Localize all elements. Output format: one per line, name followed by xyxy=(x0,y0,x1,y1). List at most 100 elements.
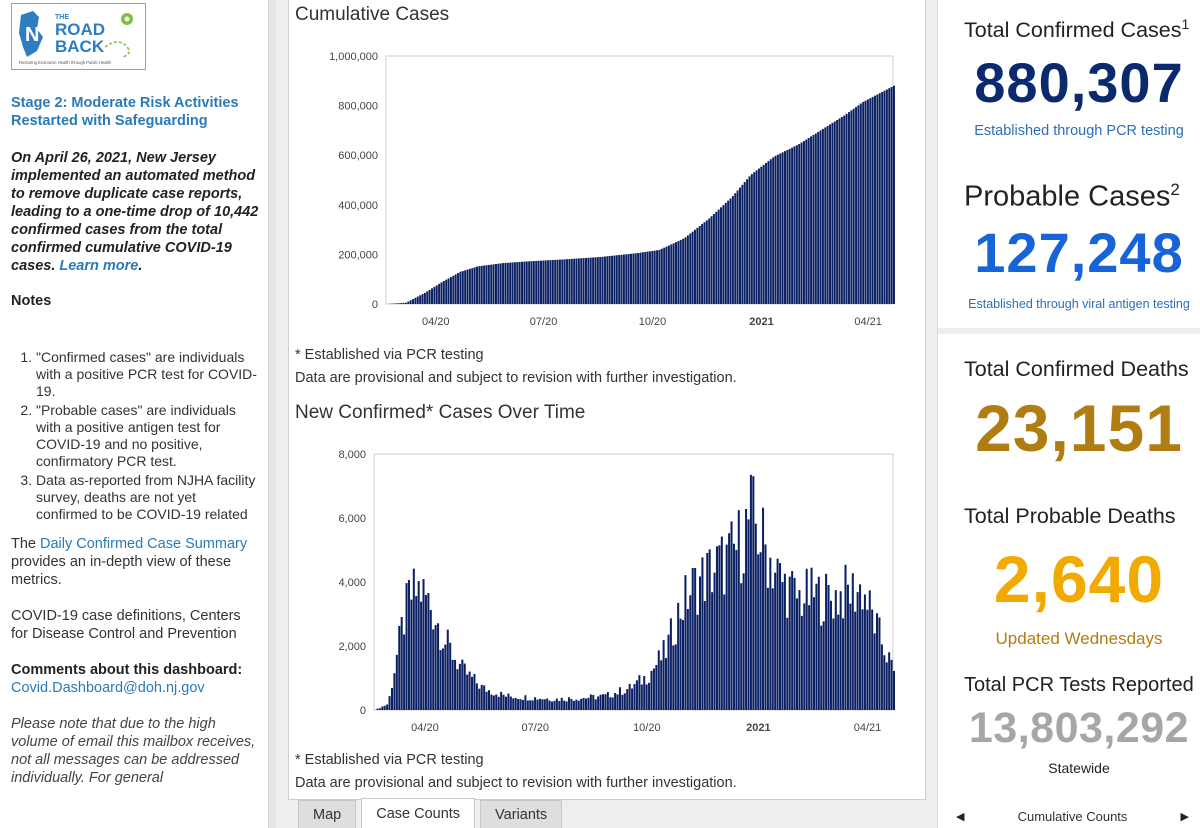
triangle-right-icon[interactable]: ▶ xyxy=(1180,810,1189,823)
cumulative-bar xyxy=(824,127,827,304)
email-link[interactable]: Covid.Dashboard@doh.nj.gov xyxy=(11,680,205,696)
cumulative-bar xyxy=(693,229,696,304)
new-cases-bar xyxy=(706,552,709,710)
cumulative-bar xyxy=(734,193,737,304)
sidebar-scrollbar[interactable] xyxy=(268,0,276,828)
cumulative-bar xyxy=(449,277,452,304)
kpi-pager-label: Cumulative Counts xyxy=(1017,808,1128,824)
learn-more-link[interactable]: Learn more xyxy=(59,258,139,274)
new-cases-bar xyxy=(454,659,457,710)
new-cases-bar xyxy=(463,663,466,710)
cumulative-x-tick-label: 04/21 xyxy=(854,316,882,328)
tab-map[interactable]: Map xyxy=(298,800,357,828)
new-cases-bar xyxy=(536,699,539,710)
new-cases-bar xyxy=(417,581,420,710)
new-cases-bar xyxy=(859,584,862,710)
new-cases-bar xyxy=(519,699,522,710)
new-cases-bar xyxy=(410,599,413,710)
cumulative-bar xyxy=(705,220,708,304)
new-cases-bar xyxy=(817,576,820,710)
new-cases-bar xyxy=(534,697,537,710)
new-cases-bar xyxy=(468,671,471,710)
new-cases-bar xyxy=(703,601,706,710)
cumulative-y-tick-label: 800,000 xyxy=(338,101,378,113)
cumulative-bar xyxy=(421,294,424,304)
new-cases-bar xyxy=(483,685,486,710)
cumulative-bar xyxy=(831,122,834,305)
new-cases-bar xyxy=(878,617,881,710)
cumulative-bar xyxy=(575,258,578,304)
cumulative-bar xyxy=(788,148,791,304)
note-item: "Confirmed cases" are individuals with a… xyxy=(36,349,260,400)
cumulative-x-tick-label: 07/20 xyxy=(530,316,558,328)
cumulative-x-tick-label: 10/20 xyxy=(639,316,667,328)
cumulative-bar xyxy=(601,256,604,304)
cumulative-bar xyxy=(499,263,502,304)
cumulative-bar xyxy=(710,216,713,304)
sidebar: N THE ROAD BACK Restoring Economic Healt… xyxy=(0,0,268,828)
cumulative-bar xyxy=(547,260,550,304)
new-cases-bar xyxy=(597,696,600,710)
tab-variants[interactable]: Variants xyxy=(480,800,563,828)
cumulative-bar xyxy=(677,241,680,304)
new-cases-bar xyxy=(808,605,811,710)
new-cases-bar xyxy=(601,694,604,710)
new-cases-bar xyxy=(546,698,549,710)
new-cases-chart: 0 2,000 4,000 6,000 8,000 04/20 07/20 10/20 2021… xyxy=(338,449,896,734)
new-cases-bar xyxy=(805,568,808,710)
new-cases-bar xyxy=(604,694,607,710)
new-cases-bar xyxy=(434,625,437,710)
cumulative-bar xyxy=(847,112,850,304)
cumulative-bar xyxy=(885,89,888,304)
cumulative-bar xyxy=(599,256,602,304)
new-cases-bar xyxy=(866,609,869,710)
dedup-notice-end: . xyxy=(138,258,143,274)
new-cases-bar xyxy=(754,523,757,710)
new-cases-bar xyxy=(735,549,738,710)
new-cases-bar xyxy=(757,554,760,710)
triangle-left-icon[interactable]: ◀ xyxy=(956,810,965,823)
new-cases-bar xyxy=(650,670,653,710)
cumulative-bar xyxy=(414,297,417,304)
cumulative-bar xyxy=(755,170,758,304)
new-cases-bar xyxy=(715,546,718,710)
new-cases-bar xyxy=(691,568,694,710)
cumulative-bar xyxy=(513,262,516,304)
new-cases-bar xyxy=(720,536,723,710)
new-cases-bar xyxy=(400,616,403,710)
daily-summary-link[interactable]: Daily Confirmed Case Summary xyxy=(40,536,248,552)
new-cases-bar xyxy=(827,584,830,710)
new-cases-bar xyxy=(633,684,636,710)
new-cases-bar xyxy=(851,573,854,710)
new-cases-bar xyxy=(888,652,891,710)
tab-case-counts[interactable]: Case Counts xyxy=(361,798,476,828)
cumulative-bar xyxy=(717,209,720,304)
cumulative-bar xyxy=(840,117,843,305)
cdc-definitions-link[interactable]: COVID-19 case definitions, Centers for D… xyxy=(11,608,241,642)
road-back-logo[interactable]: N THE ROAD BACK Restoring Economic Healt… xyxy=(11,3,146,70)
new-cases-bar xyxy=(584,698,588,710)
cumulative-bar xyxy=(530,261,533,304)
new-cases-bar xyxy=(558,700,561,710)
new-cases-bar xyxy=(432,629,435,710)
cumulative-x-tick-label: 2021 xyxy=(749,316,773,328)
new-cases-bar xyxy=(645,684,648,710)
confirmed-deaths-value: 23,151 xyxy=(975,391,1183,465)
new-cases-bar xyxy=(893,671,896,710)
cumulative-bar xyxy=(632,253,635,304)
new-cases-bar xyxy=(631,688,634,710)
new-cases-bar xyxy=(517,699,520,710)
cumulative-bar xyxy=(573,258,576,304)
cumulative-bar xyxy=(603,256,606,304)
new-cases-bar xyxy=(551,701,554,710)
cumulative-bar xyxy=(769,159,772,304)
cumulative-bar xyxy=(663,247,666,304)
confirmed-cases-value: 880,307 xyxy=(974,51,1184,114)
cumulative-bar xyxy=(549,260,552,304)
new-cases-bar xyxy=(810,567,813,710)
new-cases-bar xyxy=(415,596,418,710)
new-cases-bar xyxy=(521,699,524,710)
cumulative-bar xyxy=(876,94,879,304)
cumulative-bar xyxy=(551,260,554,304)
cumulative-bar xyxy=(582,258,585,304)
